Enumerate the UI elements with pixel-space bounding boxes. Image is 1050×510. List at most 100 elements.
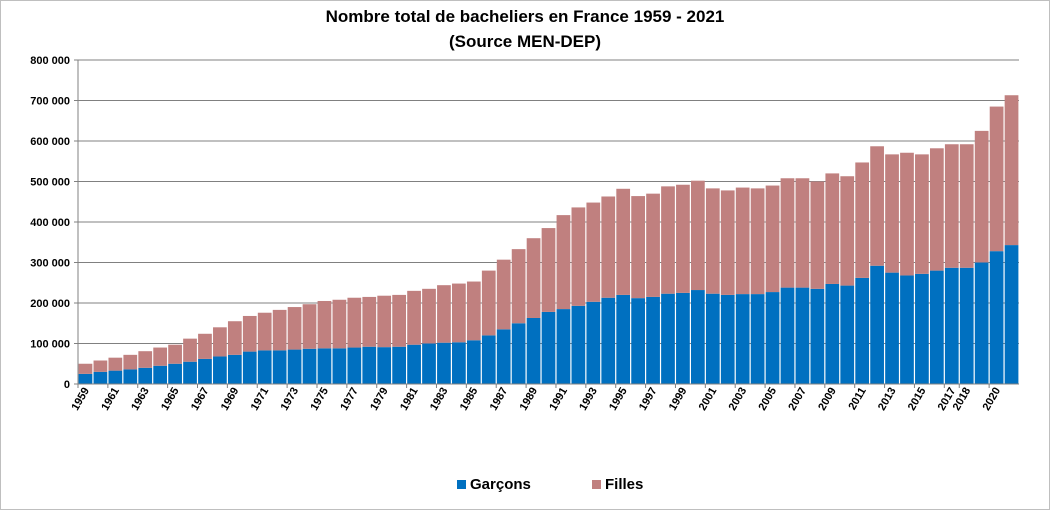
bar-filles-1964	[153, 347, 168, 366]
bar-garcons-2002	[720, 294, 735, 384]
bar-garcons-2003	[735, 294, 750, 384]
x-tick-label: 1961	[99, 386, 122, 413]
bar-garcons-1962	[123, 369, 138, 384]
bar-garcons-2006	[780, 287, 795, 384]
bar-garcons-2015	[915, 273, 929, 384]
x-tick-label: 2015	[906, 386, 929, 413]
bar-garcons-1992	[571, 305, 586, 384]
y-tick-label: 200 000	[30, 298, 70, 310]
bar-garcons-2012	[870, 265, 884, 384]
bar-garcons-1996	[631, 298, 645, 384]
x-tick-label: 1975	[308, 386, 331, 413]
bar-filles-2007	[795, 178, 810, 288]
x-tick-label: 1985	[458, 386, 481, 413]
bar-garcons-1988	[511, 323, 526, 384]
bar-garcons-1987	[496, 329, 511, 384]
bar-garcons-1963	[138, 367, 153, 384]
y-tick-label: 300 000	[30, 258, 70, 270]
bar-garcons-2010	[840, 285, 855, 384]
bar-filles-1985	[466, 281, 481, 341]
bar-garcons-1968	[213, 356, 227, 384]
y-tick-label: 100 000	[30, 339, 70, 351]
bar-filles-1963	[138, 351, 153, 368]
bar-garcons-1985	[466, 340, 481, 384]
bar-garcons-1991	[556, 309, 571, 384]
bar-filles-1967	[198, 333, 212, 359]
bar-garcons-1967	[198, 358, 212, 384]
bar-filles-1998	[661, 186, 675, 294]
bar-filles-2010	[840, 176, 855, 286]
bar-filles-1996	[631, 196, 645, 299]
bar-filles-2002	[720, 190, 735, 295]
bar-garcons-1964	[153, 365, 168, 384]
bar-filles-2009	[825, 173, 840, 284]
bar-garcons-2014	[900, 275, 914, 384]
x-tick-label: 2009	[816, 386, 839, 413]
x-axis-ticks: 1959 1961 1963 1965 1967 1969 1971 1973 1975 1977…	[69, 386, 1003, 413]
bar-garcons-2009	[825, 283, 840, 384]
bar-filles-1974	[302, 304, 317, 349]
bar-garcons-1961	[108, 370, 123, 384]
bar-filles-1961	[108, 357, 123, 371]
bar-garcons-1971	[257, 350, 272, 384]
bar-filles-2018	[959, 144, 974, 268]
legend-swatch-garcons	[457, 480, 466, 489]
bar-filles-2011	[855, 162, 870, 278]
bar-filles-2020	[989, 106, 1004, 252]
x-tick-label: 1983	[428, 386, 451, 413]
bar-filles-1989	[526, 238, 541, 318]
bar-filles-1973	[287, 307, 302, 350]
x-tick-label: 2011	[846, 386, 868, 413]
bar-garcons-2020	[989, 251, 1004, 384]
x-tick-label: 1999	[667, 386, 690, 413]
bar-garcons-2001	[705, 293, 720, 384]
bar-filles-1992	[571, 207, 586, 306]
bar-filles-2013	[885, 154, 899, 273]
bar-garcons-1965	[168, 363, 182, 384]
bar-filles-1988	[511, 249, 526, 324]
bar-filles-1990	[541, 228, 556, 312]
bar-garcons-2016	[929, 270, 944, 384]
bar-filles-1994	[601, 196, 616, 298]
bar-filles-2001	[705, 188, 720, 294]
bar-garcons-1970	[242, 351, 257, 384]
bar-filles-1959	[78, 363, 93, 374]
x-tick-label: 1981	[398, 386, 421, 413]
bar-filles-1984	[452, 283, 466, 343]
bar-garcons-1969	[227, 354, 242, 384]
bar-garcons-1989	[526, 317, 541, 384]
x-tick-label: 1959	[69, 386, 92, 413]
bar-garcons-1960	[93, 371, 108, 384]
bar-garcons-1983	[437, 342, 451, 384]
bar-garcons-1998	[661, 293, 675, 384]
bar-filles-1991	[556, 215, 571, 310]
bar-filles-1987	[496, 259, 511, 330]
x-tick-label: 2005	[757, 386, 780, 413]
bar-filles-1969	[227, 321, 242, 355]
x-tick-label: 1973	[279, 386, 302, 413]
bar-garcons-1999	[676, 292, 690, 384]
bar-filles-2014	[900, 152, 914, 276]
bar-garcons-2019	[974, 262, 989, 384]
bar-garcons-1986	[481, 335, 496, 384]
x-tick-label: 1995	[607, 386, 630, 413]
bar-filles-1997	[646, 193, 660, 297]
axes	[74, 59, 1019, 388]
bar-garcons-2004	[750, 294, 765, 384]
x-tick-label: 1977	[338, 386, 361, 413]
bar-filles-1962	[123, 354, 138, 370]
legend-swatch-filles	[592, 480, 601, 489]
bar-filles-2000	[690, 180, 705, 291]
bar-filles-1975	[317, 300, 332, 349]
bar-garcons-1997	[646, 296, 660, 384]
bar-filles-1979	[377, 295, 392, 348]
bar-garcons-1993	[586, 301, 601, 384]
bar-filles-2021	[1004, 95, 1019, 246]
bar-garcons-2018	[959, 267, 974, 384]
bar-filles-1978	[362, 296, 377, 347]
bar-garcons-1979	[377, 347, 392, 384]
bar-garcons-1984	[452, 342, 466, 384]
x-tick-label: 1969	[219, 386, 242, 413]
x-tick-label: 1965	[159, 386, 182, 413]
bar-filles-2006	[780, 178, 795, 288]
